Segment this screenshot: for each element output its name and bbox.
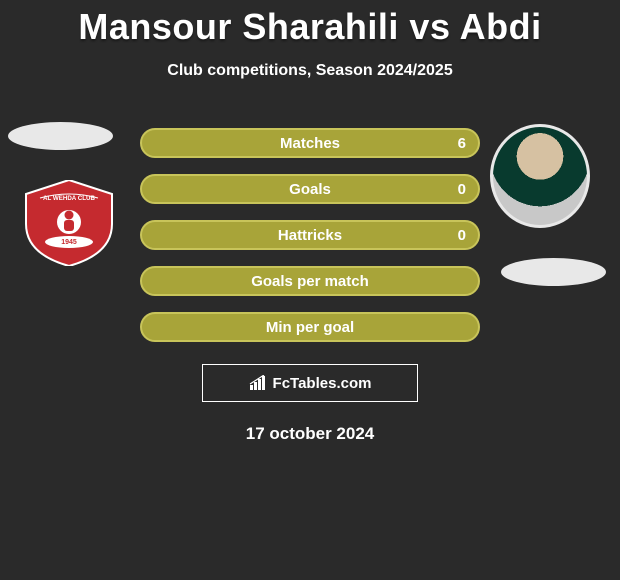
page-title: Mansour Sharahili vs Abdi bbox=[0, 0, 620, 48]
stat-row-goals-per-match: Goals per match bbox=[140, 266, 480, 296]
stat-row-matches: Matches 6 bbox=[140, 128, 480, 158]
comparison-card: Mansour Sharahili vs Abdi Club competiti… bbox=[0, 0, 620, 580]
stat-label: Min per goal bbox=[266, 319, 354, 336]
stat-row-min-per-goal: Min per goal bbox=[140, 312, 480, 342]
player-right-name-ellipse bbox=[501, 258, 606, 286]
player-left-badge: AL WEHDA CLUB 1945 bbox=[22, 180, 116, 266]
player-left-name-ellipse bbox=[8, 122, 113, 150]
svg-text:1945: 1945 bbox=[61, 239, 77, 246]
svg-text:AL WEHDA CLUB: AL WEHDA CLUB bbox=[43, 195, 95, 202]
bar-chart-icon bbox=[249, 375, 269, 391]
stat-label: Hattricks bbox=[278, 227, 342, 244]
stat-row-hattricks: Hattricks 0 bbox=[140, 220, 480, 250]
stat-row-goals: Goals 0 bbox=[140, 174, 480, 204]
stat-label: Goals bbox=[289, 181, 331, 198]
stat-label: Matches bbox=[280, 135, 340, 152]
player-right-avatar bbox=[490, 124, 590, 228]
subtitle: Club competitions, Season 2024/2025 bbox=[0, 62, 620, 80]
stat-right-value: 0 bbox=[458, 181, 466, 198]
stat-right-value: 0 bbox=[458, 227, 466, 244]
date-label: 17 october 2024 bbox=[0, 424, 620, 444]
brand-text: FcTables.com bbox=[273, 375, 372, 392]
stat-right-value: 6 bbox=[458, 135, 466, 152]
brand-box[interactable]: FcTables.com bbox=[202, 364, 418, 402]
stat-label: Goals per match bbox=[251, 273, 369, 290]
